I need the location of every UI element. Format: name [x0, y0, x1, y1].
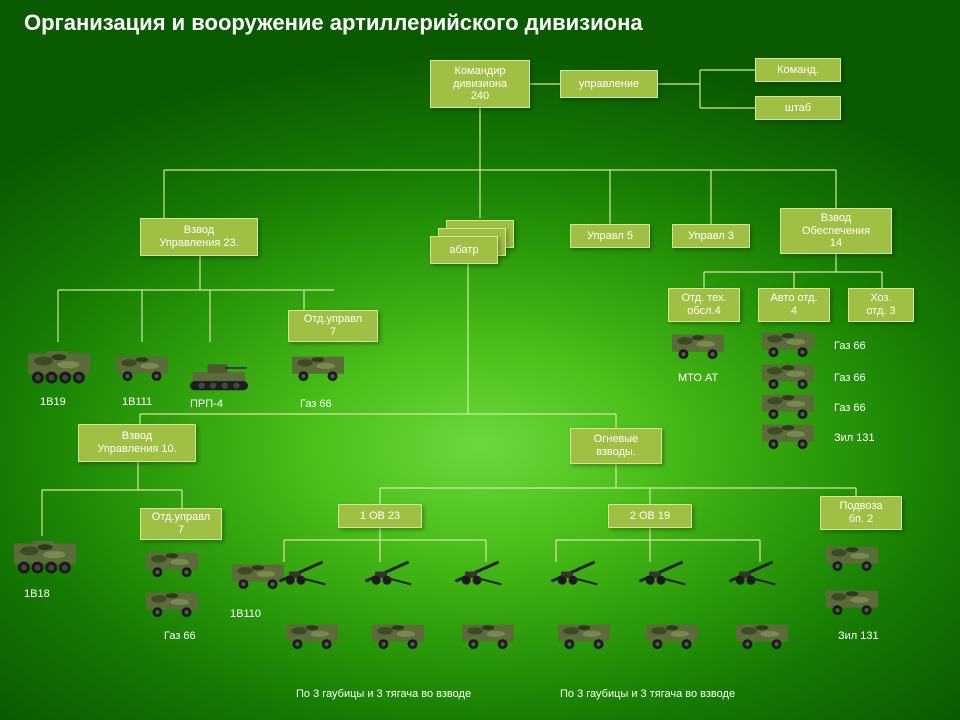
- box-avto_otd: Авто отд.4: [758, 288, 830, 322]
- vehicle-truck: [558, 620, 610, 651]
- box-vzv_upr_23: ВзводУправления 23.: [140, 218, 258, 256]
- label-l_1v19: 1В19: [40, 396, 66, 408]
- vehicle-howitzer: [274, 554, 328, 586]
- label-l_g1: Газ 66: [834, 340, 866, 352]
- vehicle-truck: [286, 620, 338, 651]
- vehicle-truck: [762, 360, 814, 391]
- label-l_g2: Газ 66: [834, 372, 866, 384]
- vehicle-truck: [462, 620, 514, 651]
- label-l_1v110: 1В110: [230, 608, 261, 620]
- box-komandir: Командирдивизиона240: [430, 60, 530, 108]
- box-shtab: штаб: [755, 96, 841, 120]
- vehicle-apc: [14, 538, 76, 575]
- vehicle-truck: [672, 330, 724, 361]
- box-xoz_otd: Хоз.отд. 3: [848, 288, 914, 322]
- box-otd_upravl_7a: Отд.управл7: [288, 310, 378, 342]
- box-otd_tex: Отд. тех.обсл.4: [668, 288, 740, 322]
- vehicle-truck: [762, 390, 814, 421]
- vehicle-howitzer: [360, 554, 414, 586]
- label-l_prp4: ПРП-4: [190, 398, 223, 410]
- label-l_zil1: Зил 131: [834, 432, 875, 444]
- box-podvoza: Подвозабп. 2: [820, 496, 902, 530]
- vehicle-truck: [646, 620, 698, 651]
- vehicle-truck: [826, 542, 878, 573]
- vehicle-howitzer: [724, 554, 778, 586]
- vehicle-tank: [190, 358, 248, 393]
- box-upravl_3: Управл 3: [672, 224, 750, 248]
- box-ov1: 1 ОВ 23: [338, 504, 422, 528]
- vehicle-apc: [28, 348, 90, 385]
- vehicle-truck: [146, 588, 198, 619]
- box-ov2: 2 ОВ 19: [608, 504, 692, 528]
- box-komand: Команд.: [755, 58, 841, 82]
- box-ognevye: Огневыевзводы.: [570, 428, 662, 464]
- box-otd_upravl_7b: Отд.управл7: [140, 508, 222, 540]
- label-cap1: По 3 гаубицы и 3 тягача во взводе: [296, 688, 471, 700]
- label-l_zil2: Зил 131: [838, 630, 879, 642]
- vehicle-truck: [762, 328, 814, 359]
- label-l_mto: МТО АТ: [678, 372, 718, 384]
- label-l_gaz66a: Газ 66: [300, 398, 332, 410]
- vehicle-howitzer: [546, 554, 600, 586]
- vehicle-truck: [762, 420, 814, 451]
- box-abatr: абатр: [430, 236, 514, 280]
- slide-title: Организация и вооружение артиллерийского…: [24, 10, 643, 36]
- label-cap2: По 3 гаубицы и 3 тягача во взводе: [560, 688, 735, 700]
- vehicle-truck: [736, 620, 788, 651]
- box-vzv_upr_10: ВзводУправления 10.: [78, 424, 196, 462]
- box-upravl_5: Управл 5: [570, 224, 650, 248]
- label-l_gaz66b: Газ 66: [164, 630, 196, 642]
- vehicle-truck: [146, 548, 198, 579]
- box-vzv_obesp: ВзводОбеспечения14: [780, 208, 892, 254]
- vehicle-howitzer: [450, 554, 504, 586]
- vehicle-truck: [826, 586, 878, 617]
- vehicle-truck: [116, 352, 168, 383]
- label-l_g3: Газ 66: [834, 402, 866, 414]
- vehicle-howitzer: [634, 554, 688, 586]
- label-l_1v111: 1В111: [122, 396, 152, 408]
- vehicle-truck: [292, 352, 344, 383]
- box-upravlenie: управление: [560, 70, 658, 98]
- label-l_1v18: 1В18: [24, 588, 50, 600]
- vehicle-truck: [372, 620, 424, 651]
